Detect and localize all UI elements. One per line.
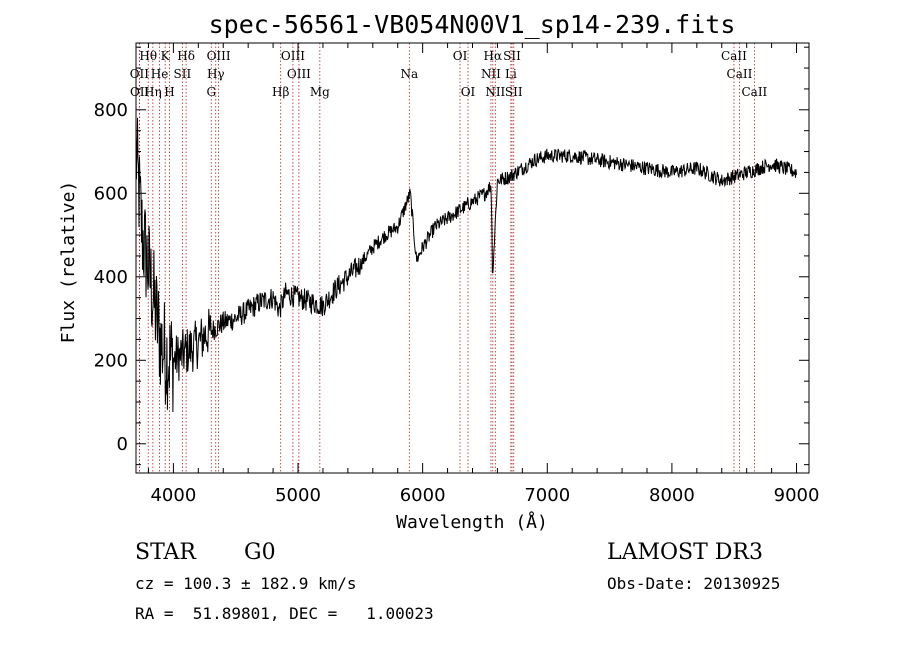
spectral-line-label: CaII [727,67,753,81]
spectral-line-label: Hθ [139,49,157,63]
spectral-line-label: CaII [741,85,767,99]
spectral-line-label: NII [485,85,505,99]
spectral-line-label: Hη [144,85,162,99]
redshift-readout: cz = 100.3 ± 182.9 km/s [135,574,357,593]
spectral-line-label: OIII [207,49,231,63]
y-tick-label: 0 [117,434,128,455]
x-axis-label: Wavelength (Å) [396,511,548,533]
flux-series-line [135,117,797,413]
spectral-line-label: H [164,85,174,99]
x-tick-label: 7000 [524,485,570,506]
chart-title: spec-56561-VB054N00V1_sp14-239.fits [209,10,736,39]
object-subclass: G0 [244,540,276,565]
x-tick-label: 9000 [774,485,820,506]
spectral-line-label: OI [461,85,476,99]
spectral-line-label: Na [400,67,418,81]
spectral-line-label: OIII [287,67,311,81]
spectral-line-label: OI [453,49,468,63]
y-tick-label: 600 [94,183,128,204]
spectral-line-label: OIII [281,49,305,63]
x-tick-label: 4000 [150,485,196,506]
spectral-line-label: He [151,67,169,81]
spectral-line-label: CaII [721,49,747,63]
x-axis-ticks: 4000 5000 6000 7000 8000 9000 [147,43,820,506]
y-axis-label: Flux (relative) [58,181,79,344]
spectral-line-label: Hβ [272,85,289,99]
spectral-line-label: SII [505,85,523,99]
spectral-line-label: NII [481,67,501,81]
survey-name: LAMOST DR3 [607,540,763,565]
spectral-line-label: Mg [310,85,330,99]
spectral-line-label: Hδ [177,49,195,63]
plot-frame [135,42,810,474]
y-axis-ticks: 0 200 400 600 800 [94,46,809,466]
y-tick-label: 800 [94,100,128,121]
spectral-line-label: SII [503,49,521,63]
coordinates-readout: RA = 51.89801, DEC = 1.00023 [135,604,434,623]
object-class: STAR [135,540,196,565]
spectral-line-label: G [206,85,216,99]
spectral-line-label: OII [130,67,150,81]
y-tick-label: 200 [94,350,128,371]
spectral-line-label: K [161,49,171,63]
y-tick-label: 400 [94,267,128,288]
spectral-line-label: Hγ [207,67,225,81]
observation-date: Obs-Date: 20130925 [607,574,781,593]
spectral-line-label: OII [130,85,150,99]
spectral-line-markers [138,43,755,473]
spectral-line-label: Hα [484,49,503,63]
x-tick-label: 8000 [649,485,695,506]
x-tick-label: 5000 [275,485,321,506]
x-tick-label: 6000 [400,485,446,506]
spectral-line-label: Li [505,67,517,81]
spectral-line-label: SII [174,67,192,81]
